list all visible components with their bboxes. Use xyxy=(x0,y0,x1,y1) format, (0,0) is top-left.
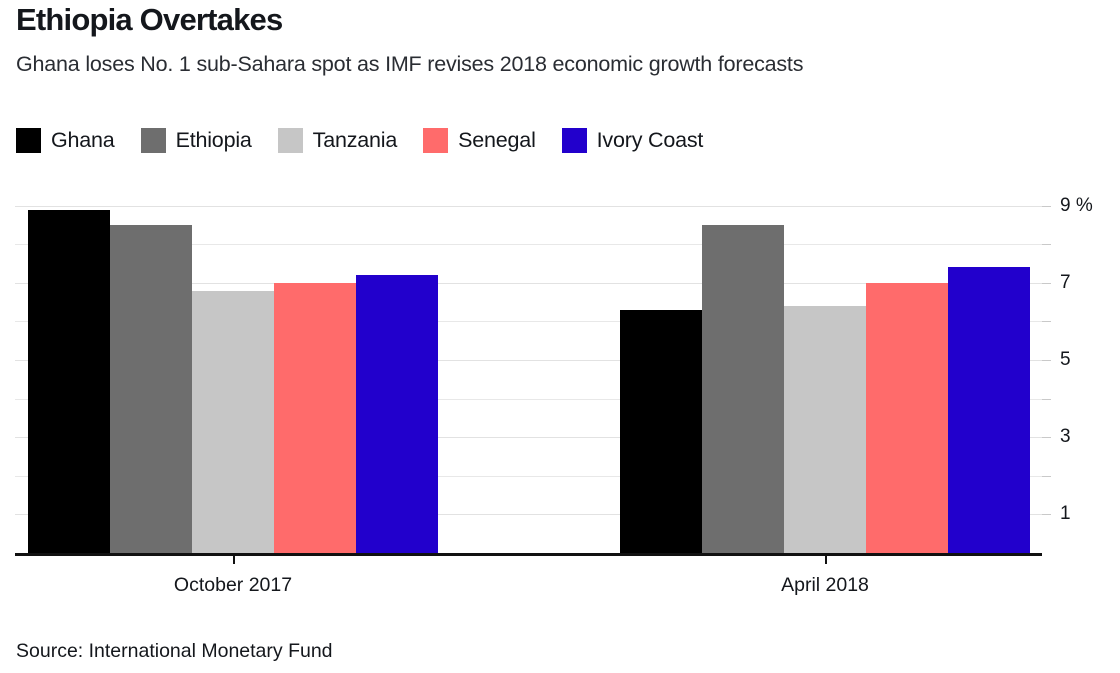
gridline xyxy=(15,360,1042,362)
y-axis-tick xyxy=(1042,321,1051,323)
legend-item-label: Ivory Coast xyxy=(596,127,704,152)
gridline xyxy=(15,437,1042,439)
legend-item-label: Tanzania xyxy=(312,127,398,152)
y-axis-label: 7 xyxy=(1060,271,1071,293)
plot-area xyxy=(15,198,1042,564)
chart-subtitle: Ghana loses No. 1 sub-Sahara spot as IMF… xyxy=(16,52,804,76)
y-axis-labels: 9 % 7 5 3 1 xyxy=(1042,180,1120,570)
gridline xyxy=(15,244,1042,246)
legend-item-label: Senegal xyxy=(458,127,536,152)
legend-swatch-icon xyxy=(561,127,587,153)
y-axis-tick xyxy=(1042,475,1051,477)
legend-item-ethiopia[interactable]: Ethiopia xyxy=(140,127,252,153)
legend-swatch-icon xyxy=(16,127,41,153)
bar-senegal-april-2018[interactable] xyxy=(866,282,948,553)
bar-ivory-coast-october-2017[interactable] xyxy=(356,275,438,553)
source-note: Source: International Monetary Fund xyxy=(16,640,333,662)
bar-ghana-october-2017[interactable] xyxy=(28,209,110,553)
bar-ethiopia-april-2018[interactable] xyxy=(702,225,784,553)
y-axis-tick xyxy=(1042,514,1051,516)
chart-legend: Ghana Ethiopia Tanzania Senegal Ivory Coast xyxy=(16,124,729,156)
legend-item-label: Ethiopia xyxy=(175,127,252,152)
legend-item-ivory-coast[interactable]: Ivory Coast xyxy=(561,127,704,153)
gridline xyxy=(15,282,1042,284)
legend-swatch-icon xyxy=(140,127,166,153)
y-axis-tick xyxy=(1042,282,1051,284)
bar-tanzania-october-2017[interactable] xyxy=(192,290,274,553)
y-axis-label: 3 xyxy=(1060,426,1071,448)
y-axis-label: 5 xyxy=(1060,349,1071,371)
gridline xyxy=(15,321,1042,323)
y-axis-tick xyxy=(1042,437,1051,439)
gridline xyxy=(15,205,1042,207)
gridline xyxy=(15,398,1042,400)
x-axis-tick xyxy=(825,555,827,564)
y-axis-label: 1 xyxy=(1060,503,1071,525)
legend-item-tanzania[interactable]: Tanzania xyxy=(277,127,398,153)
bar-tanzania-april-2018[interactable] xyxy=(784,306,866,553)
y-axis-tick xyxy=(1042,244,1051,246)
gridline xyxy=(15,514,1042,516)
x-axis-line xyxy=(15,553,1042,556)
bar-ethiopia-october-2017[interactable] xyxy=(110,225,192,553)
bar-senegal-october-2017[interactable] xyxy=(274,282,356,553)
x-axis-tick xyxy=(233,555,235,564)
legend-item-senegal[interactable]: Senegal xyxy=(423,127,536,153)
bar-ivory-coast-april-2018[interactable] xyxy=(948,267,1030,553)
page-title: Ethiopia Overtakes xyxy=(16,2,283,37)
x-axis-label: October 2017 xyxy=(173,574,293,596)
y-axis-tick xyxy=(1042,205,1051,207)
x-axis-label: April 2018 xyxy=(781,574,869,596)
y-axis-tick xyxy=(1042,398,1051,400)
legend-swatch-icon xyxy=(423,127,449,153)
legend-swatch-icon xyxy=(277,127,303,153)
bar-ghana-april-2018[interactable] xyxy=(620,309,702,553)
y-axis-tick xyxy=(1042,360,1051,362)
y-axis-label: 9 % xyxy=(1060,194,1093,216)
legend-item-label: Ghana xyxy=(51,127,115,152)
gridline xyxy=(15,475,1042,477)
legend-item-ghana[interactable]: Ghana xyxy=(16,127,115,153)
